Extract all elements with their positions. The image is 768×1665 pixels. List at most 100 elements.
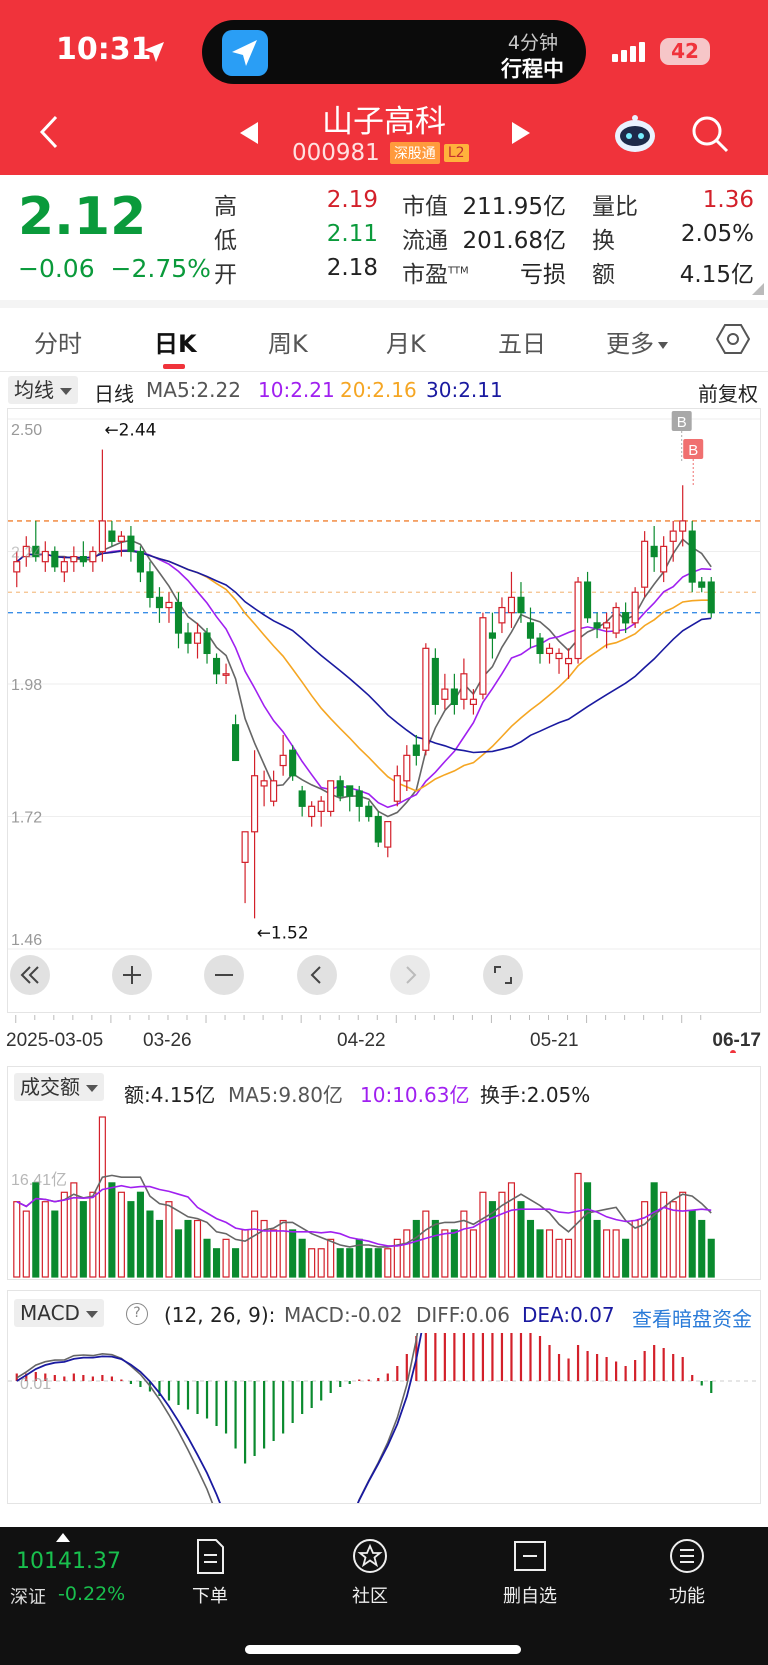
buy-marker-gray <box>671 411 692 431</box>
volume-bar-down <box>184 1219 192 1278</box>
prev-stock-button[interactable] <box>240 122 258 144</box>
tab-daily-k[interactable]: 日K <box>154 330 197 358</box>
dark-pool-link[interactable]: 查看暗盘资金 <box>632 1307 752 1331</box>
volume-bar-up <box>555 1238 563 1278</box>
index-name: 深证 <box>10 1587 46 1608</box>
candle-up <box>117 535 125 542</box>
candle-down <box>174 601 183 634</box>
volume-chart: 16.41亿 <box>11 1116 715 1278</box>
active-tab-indicator <box>163 364 185 369</box>
price-adjust-toggle[interactable]: 前复权 <box>698 382 758 406</box>
candle-down <box>650 545 658 558</box>
volume-selector[interactable]: 成交额 <box>14 1073 104 1101</box>
expand-corner-icon[interactable] <box>752 283 764 295</box>
section-divider <box>0 300 768 308</box>
volume-bar-down <box>374 1248 382 1278</box>
buy-marker-red <box>683 439 704 459</box>
vol-ratio-label: 量比 <box>592 194 638 220</box>
volume-amount: 额:4.15亿 <box>124 1083 216 1107</box>
kline-panel[interactable]: 2.50 1.98 1.72 1.46 2.24 ←2.44 ←1.52 B B <box>7 408 761 1013</box>
back-chevron-icon[interactable] <box>38 114 60 150</box>
candle-down <box>698 581 706 588</box>
remove-watchlist-icon <box>514 1541 546 1571</box>
double-chevron-left-icon <box>20 966 39 984</box>
candle-up <box>631 591 639 624</box>
volume-bar-down <box>32 1182 40 1278</box>
volume-bar-down <box>488 1201 496 1278</box>
volume-bar-up <box>669 1201 677 1278</box>
dynamic-island[interactable]: 4分钟 行程中 <box>202 20 586 84</box>
index-expand-icon[interactable] <box>56 1533 70 1542</box>
candle-up <box>603 622 611 629</box>
nav-functions[interactable]: 功能 <box>642 1537 732 1608</box>
low-value: 2.11 <box>326 221 378 247</box>
next-stock-button[interactable] <box>512 122 530 144</box>
volume-bar-up <box>241 1229 249 1278</box>
scroll-right-button[interactable] <box>390 955 430 995</box>
volume-bar-up <box>308 1248 316 1278</box>
zoom-in-button[interactable] <box>112 955 152 995</box>
volume-bar-up <box>60 1191 68 1278</box>
candle-up <box>260 780 268 787</box>
nav-remove-watchlist[interactable]: 删自选 <box>485 1537 575 1608</box>
stock-code: 000981 <box>292 140 380 166</box>
fullscreen-button[interactable] <box>483 955 523 995</box>
volume-bar-up <box>98 1116 106 1278</box>
bottom-nav: 10141.37 深证 -0.22% 下单 社区 删自选 功能 <box>0 1527 768 1665</box>
volume-bar-up <box>422 1210 430 1278</box>
volume-bar-up <box>393 1238 401 1278</box>
ma10-value: 10:2.21 <box>258 378 335 402</box>
tab-weekly-k[interactable]: 周K <box>268 330 308 358</box>
macd-selector[interactable]: MACD <box>14 1299 104 1327</box>
diff-value: DIFF:0.06 <box>416 1303 511 1327</box>
candle-up <box>679 520 687 532</box>
ma20-value: 20:2.16 <box>340 378 417 402</box>
vol-ratio-value: 1.36 <box>702 187 754 213</box>
ai-assistant-robot-icon[interactable] <box>612 114 658 154</box>
candle-down <box>355 790 363 807</box>
search-icon[interactable] <box>690 114 730 154</box>
volume-panel[interactable]: 成交额 额:4.15亿 MA5:9.80亿 10:10.63亿 换手:2.05%… <box>7 1066 761 1280</box>
volume-bar-down <box>127 1201 135 1278</box>
volume-bar-up <box>270 1229 278 1278</box>
volume-bar-up <box>545 1229 554 1278</box>
macd-help-icon[interactable]: ? <box>126 1303 148 1325</box>
candle-down <box>108 530 116 542</box>
x-tick-label: 04-22 <box>337 1030 386 1051</box>
home-indicator <box>245 1645 521 1654</box>
index-value[interactable]: 10141.37 <box>16 1549 121 1574</box>
candle-down <box>298 790 306 807</box>
zoom-out-button[interactable] <box>204 955 244 995</box>
ma30-value: 30:2.11 <box>426 378 503 402</box>
tab-monthly-k[interactable]: 月K <box>386 330 426 358</box>
candle-down <box>488 632 496 639</box>
volume-bar-down <box>136 1191 144 1278</box>
tab-intraday[interactable]: 分时 <box>34 330 82 358</box>
x-axis: 2025-03-05 03-26 04-22 05-21 06-17 <box>0 1013 768 1056</box>
zoom-out-all-button[interactable] <box>10 955 50 995</box>
x-tick-label: 2025-03-05 <box>6 1030 103 1051</box>
status-time: 10:31 <box>56 32 152 67</box>
candle-up <box>574 581 582 660</box>
macd-panel[interactable]: MACD ? (12, 26, 9): MACD:-0.02 DIFF:0.06… <box>7 1290 761 1504</box>
candle-up <box>441 688 449 700</box>
candle-down <box>536 637 544 655</box>
indicator-selector[interactable]: 均线 <box>8 376 78 404</box>
volume-bar-up <box>251 1210 259 1278</box>
candle-up <box>270 780 278 802</box>
candle-up <box>384 820 392 848</box>
last-price: 2.12 <box>18 187 147 247</box>
tab-more[interactable]: 更多 <box>606 324 668 359</box>
volume-turnover: 换手:2.05% <box>480 1083 591 1107</box>
turnover-value: 2.05% <box>680 221 754 247</box>
settings-hexagon-icon[interactable] <box>716 322 750 356</box>
max-price-label: ←2.44 <box>104 421 156 441</box>
scroll-left-button[interactable] <box>297 955 337 995</box>
tab-five-day[interactable]: 五日 <box>498 330 546 358</box>
candle-up <box>507 596 516 614</box>
nav-order[interactable]: 下单 <box>165 1537 255 1608</box>
candle-down <box>32 545 40 558</box>
kline-chart[interactable]: 2.50 1.98 1.72 1.46 2.24 ←2.44 ←1.52 BB <box>8 409 760 1012</box>
cellular-signal-icon <box>612 42 645 62</box>
nav-community[interactable]: 社区 <box>325 1537 415 1608</box>
